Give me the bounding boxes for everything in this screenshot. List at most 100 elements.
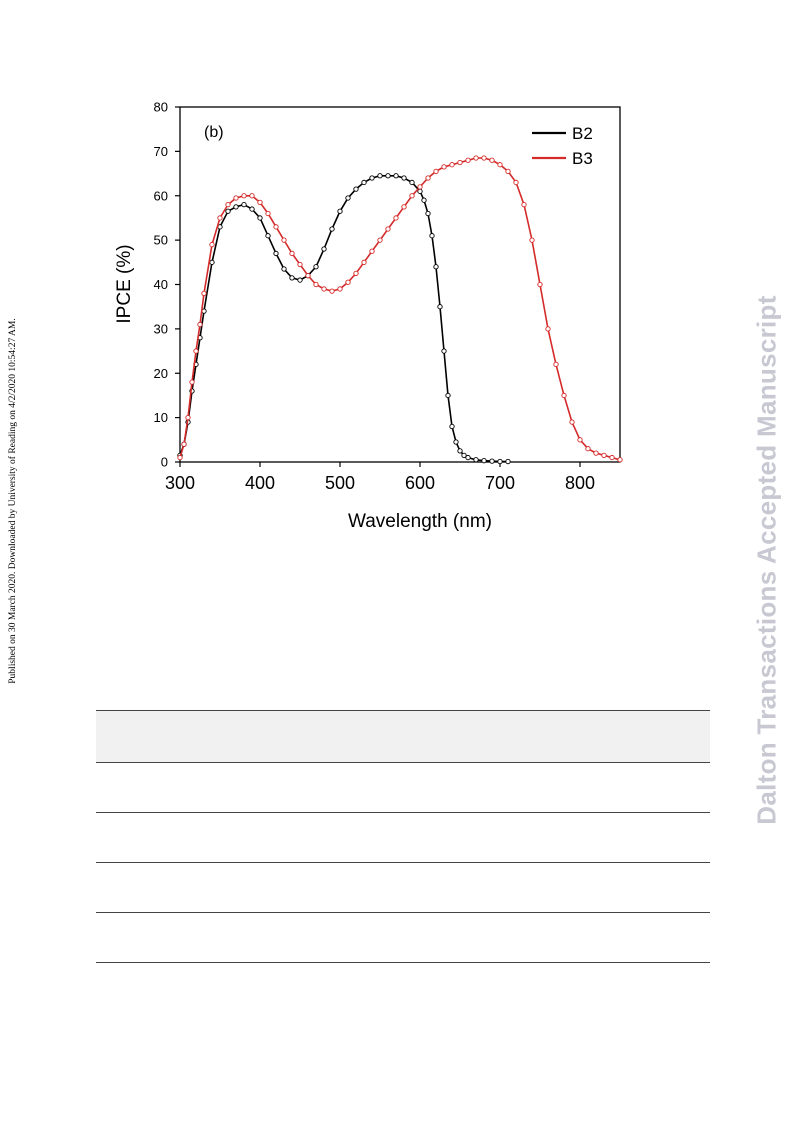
data-point bbox=[441, 164, 447, 170]
y-tick-label: 50 bbox=[154, 233, 168, 248]
data-point bbox=[433, 168, 439, 174]
data-point bbox=[545, 326, 551, 332]
data-point bbox=[249, 206, 255, 212]
table-row bbox=[96, 913, 710, 963]
data-point bbox=[177, 454, 183, 461]
data-point bbox=[377, 237, 383, 243]
data-point bbox=[321, 286, 327, 292]
data-point bbox=[617, 457, 623, 463]
y-tick-label: 60 bbox=[154, 188, 168, 203]
data-point bbox=[521, 201, 527, 208]
data-point bbox=[481, 458, 487, 464]
data-point bbox=[321, 246, 327, 252]
data-point bbox=[385, 173, 391, 179]
data-point bbox=[385, 226, 391, 232]
data-point bbox=[537, 281, 543, 288]
data-point bbox=[481, 155, 487, 161]
data-point bbox=[241, 201, 247, 208]
data-point bbox=[273, 224, 279, 230]
y-tick-label: 10 bbox=[154, 410, 168, 425]
data-point bbox=[201, 290, 207, 297]
data-point bbox=[257, 215, 263, 221]
data-point bbox=[249, 193, 255, 199]
x-axis-title: Wavelength (nm) bbox=[348, 511, 492, 532]
data-point bbox=[497, 162, 503, 168]
data-point bbox=[197, 321, 203, 328]
data-point bbox=[445, 392, 451, 399]
data-point bbox=[297, 277, 303, 283]
data-point bbox=[281, 266, 287, 272]
data-point bbox=[449, 162, 455, 168]
y-tick-label: 30 bbox=[154, 321, 168, 336]
table-row bbox=[96, 813, 710, 863]
data-point bbox=[217, 215, 223, 221]
data-point bbox=[609, 454, 615, 461]
data-point bbox=[329, 288, 335, 294]
data-point bbox=[345, 279, 351, 285]
x-tick-label: 600 bbox=[405, 473, 435, 493]
data-point bbox=[409, 193, 415, 199]
data-point bbox=[313, 264, 319, 270]
data-point bbox=[417, 184, 423, 190]
table-header-row bbox=[96, 710, 710, 763]
data-point bbox=[457, 448, 463, 454]
y-tick-label: 40 bbox=[154, 277, 168, 292]
data-point bbox=[425, 210, 431, 217]
legend-label: B3 bbox=[572, 149, 593, 168]
x-tick-label: 300 bbox=[165, 473, 195, 493]
data-point bbox=[449, 423, 455, 430]
data-point bbox=[569, 419, 575, 425]
y-tick-label: 0 bbox=[161, 455, 168, 470]
data-point bbox=[209, 259, 215, 265]
table-row bbox=[96, 763, 710, 813]
data-point bbox=[401, 175, 407, 181]
data-point bbox=[305, 272, 311, 279]
data-point bbox=[529, 237, 535, 243]
data-point bbox=[473, 155, 479, 161]
data-point bbox=[593, 450, 599, 456]
data-point bbox=[465, 157, 471, 163]
data-point bbox=[281, 237, 287, 243]
data-point bbox=[393, 215, 399, 221]
data-point bbox=[209, 241, 215, 248]
data-point bbox=[429, 233, 435, 239]
x-tick-label: 800 bbox=[565, 473, 595, 493]
y-axis-title: IPCE (%) bbox=[114, 244, 135, 323]
series-layer bbox=[177, 155, 623, 465]
data-point bbox=[601, 452, 607, 458]
data-point bbox=[465, 454, 471, 461]
data-point bbox=[409, 179, 415, 186]
data-point bbox=[329, 226, 335, 232]
data-point bbox=[353, 270, 359, 277]
plot-frame bbox=[179, 106, 621, 463]
data-point bbox=[225, 208, 231, 214]
data-point bbox=[393, 173, 399, 179]
data-point bbox=[585, 446, 591, 452]
y-axis: 0 10 20 30 40 50 60 70 80 bbox=[154, 100, 180, 470]
data-point bbox=[225, 201, 231, 208]
data-point bbox=[233, 195, 239, 201]
data-point bbox=[289, 275, 295, 281]
data-point bbox=[505, 168, 511, 174]
data-point bbox=[369, 248, 375, 254]
table-row bbox=[96, 863, 710, 913]
data-point bbox=[461, 452, 467, 458]
data-point bbox=[369, 175, 375, 181]
data-point bbox=[297, 261, 303, 268]
data-point bbox=[489, 458, 495, 464]
data-point bbox=[401, 204, 407, 210]
x-tick-label: 400 bbox=[245, 473, 275, 493]
data-point bbox=[353, 186, 359, 192]
data-point bbox=[241, 193, 247, 199]
data-point bbox=[289, 250, 295, 257]
data-point bbox=[473, 457, 479, 463]
x-tick-label: 500 bbox=[325, 473, 355, 493]
legend-label: B2 bbox=[572, 124, 593, 143]
data-point bbox=[337, 208, 343, 214]
data-point bbox=[337, 286, 343, 292]
data-point bbox=[513, 179, 519, 186]
data-point bbox=[497, 458, 503, 465]
data-point bbox=[505, 458, 511, 465]
data-point bbox=[441, 348, 447, 354]
data-point bbox=[185, 414, 191, 421]
